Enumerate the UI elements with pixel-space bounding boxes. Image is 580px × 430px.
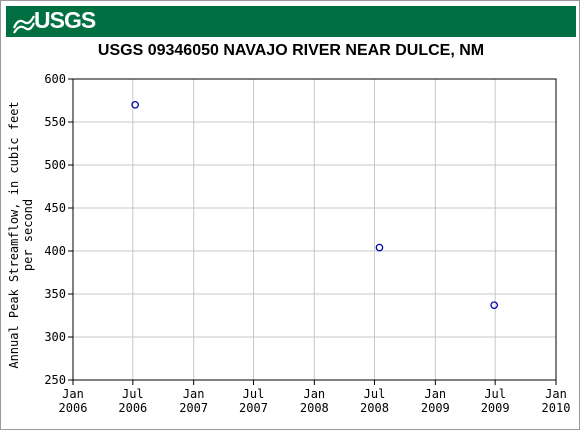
usgs-logo-text: USGS: [34, 7, 96, 33]
x-tick-label: 2009: [421, 401, 450, 415]
y-axis-label-line-1: Annual Peak Streamflow, in cubic feet: [7, 101, 21, 368]
x-tick-label: Jan: [183, 387, 205, 401]
grid-lines: [72, 78, 557, 381]
x-tick-label: 2007: [239, 401, 268, 415]
usgs-logo-icon: [12, 15, 36, 34]
y-tick-label: 400: [44, 244, 66, 258]
data-point: [375, 243, 384, 252]
x-tick-label: Jan: [545, 387, 567, 401]
x-tick-label: Jul: [122, 387, 144, 401]
y-tick-label: 250: [44, 373, 66, 387]
data-point: [131, 100, 140, 109]
x-tick-label: 2007: [179, 401, 208, 415]
y-axis-label-line-2: per second: [21, 199, 35, 271]
x-tick-label: Jan: [62, 387, 84, 401]
x-tick-label: Jul: [243, 387, 265, 401]
x-tick-label: 2006: [59, 401, 88, 415]
y-tick-label: 450: [44, 201, 66, 215]
x-tick-label: Jan: [424, 387, 446, 401]
y-tick-label: 500: [44, 158, 66, 172]
data-point: [490, 301, 499, 310]
y-tick-label: 550: [44, 115, 66, 129]
x-tick-label: Jul: [484, 387, 506, 401]
x-tick-label: 2010: [542, 401, 571, 415]
chart-title: USGS 09346050 NAVAJO RIVER NEAR DULCE, N…: [97, 42, 485, 59]
x-tick-label: 2008: [300, 401, 329, 415]
y-tick-label: 350: [44, 287, 66, 301]
x-tick-label: 2006: [118, 401, 147, 415]
y-tick-label: 300: [44, 330, 66, 344]
data-points: [131, 100, 499, 310]
usgs-banner: USGS: [6, 6, 576, 37]
x-tick-label: Jul: [364, 387, 386, 401]
y-tick-label: 600: [44, 72, 66, 86]
x-tick-label: 2009: [481, 401, 510, 415]
axis-ticks: 250300350400450500550600Jan2006Jul2006Ja…: [44, 72, 570, 415]
x-tick-label: 2008: [360, 401, 389, 415]
x-tick-label: Jan: [303, 387, 325, 401]
